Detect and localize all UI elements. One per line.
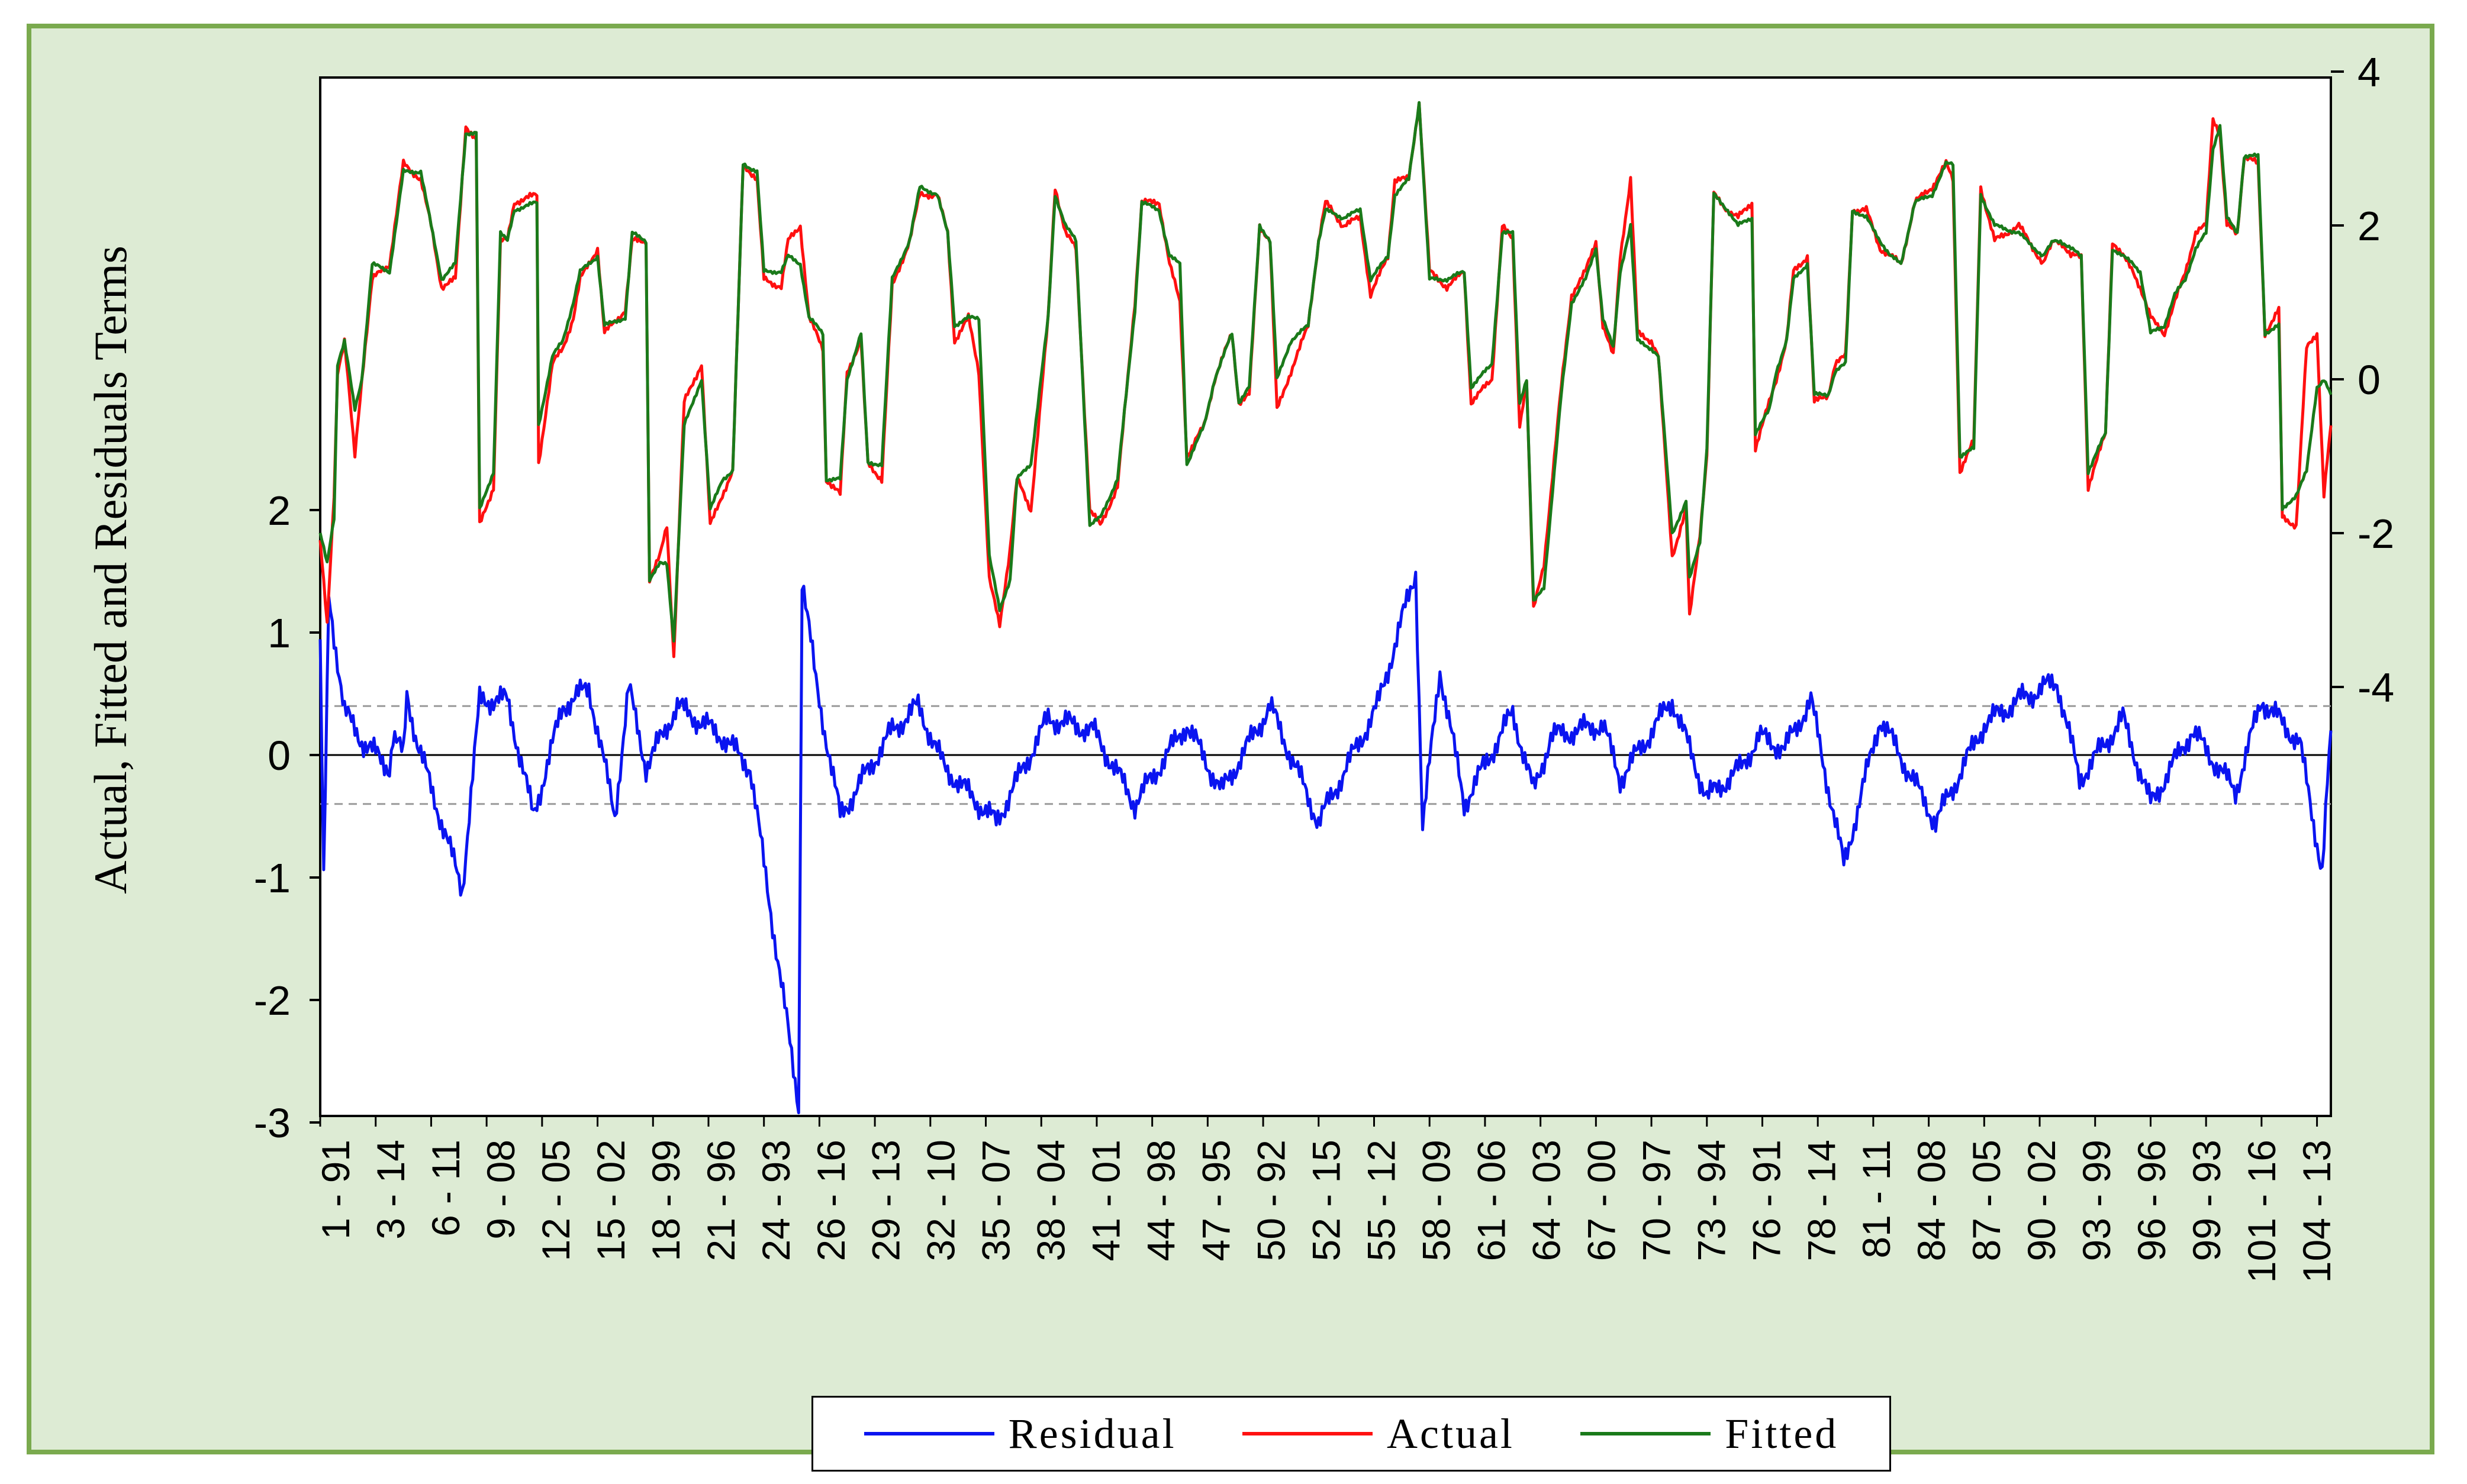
x-tick-label: 15 - 02 [589,1140,633,1261]
left-tick-label: -3 [254,1100,291,1146]
x-tick-label: 61 - 06 [1469,1140,1513,1261]
legend-swatch-actual [1242,1432,1373,1435]
x-tick-label: 67 - 00 [1579,1140,1623,1261]
legend-swatch-fitted [1580,1432,1711,1435]
x-tick-label: 44 - 98 [1139,1140,1183,1261]
x-tick-label: 38 - 04 [1029,1140,1073,1261]
x-tick-label: 58 - 09 [1414,1140,1458,1261]
x-tick-label: 29 - 13 [864,1140,908,1261]
legend-label-residual: Residual [1008,1409,1177,1457]
legend-item-residual: Residual [864,1409,1177,1459]
x-tick-label: 12 - 05 [534,1140,578,1261]
x-tick-label: 9 - 08 [479,1140,523,1240]
x-tick-label: 35 - 07 [974,1140,1018,1261]
left-tick-label: 0 [268,733,291,779]
x-tick-label: 18 - 99 [644,1140,688,1261]
x-tick-label: 81 - 11 [1854,1140,1898,1259]
x-tick-label: 73 - 94 [1689,1140,1733,1261]
x-tick-label: 52 - 15 [1305,1140,1348,1261]
x-tick-label: 3 - 14 [369,1140,413,1240]
x-tick-label: 96 - 96 [2130,1140,2173,1261]
x-tick-label: 50 - 92 [1249,1140,1293,1261]
x-tick-label: 32 - 10 [919,1140,963,1261]
x-tick-label: 76 - 91 [1744,1140,1788,1261]
legend-item-actual: Actual [1242,1409,1515,1459]
legend-swatch-residual [864,1432,994,1435]
legend-label-fitted: Fitted [1725,1409,1839,1457]
x-tick-label: 99 - 93 [2185,1140,2228,1261]
right-tick-label: -4 [2358,664,2394,711]
x-tick-label: 1 - 91 [314,1140,358,1240]
left-tick-label: -1 [254,855,291,901]
legend: Residual Actual Fitted [811,1396,1891,1472]
x-tick-label: 26 - 16 [809,1140,853,1261]
chart-svg: -3 -2 -1 0 1 2 -4 -2 0 2 4 1 - 91 3 - 14 6 - 11 9 - 08… [85,49,2394,1283]
x-tick-label: 101 - 16 [2240,1140,2284,1283]
right-tick-label: 2 [2358,203,2381,249]
right-tick-label: -2 [2358,511,2394,557]
x-tick-label: 6 - 11 [424,1140,468,1237]
right-tick-label: 0 [2358,357,2381,403]
x-tick-label: 24 - 93 [754,1140,798,1261]
y-axis-title: Actual, Fitted and Residuals Terms [85,246,136,894]
x-tick-label: 47 - 95 [1194,1140,1238,1261]
x-tick-label: 104 - 13 [2295,1140,2339,1283]
x-tick-label: 41 - 01 [1084,1140,1128,1261]
left-tick-label: 2 [268,488,291,534]
series-line-fitted [318,101,2333,643]
x-tick-label: 93 - 99 [2075,1140,2118,1261]
x-tick-label: 70 - 97 [1634,1140,1678,1261]
x-tick-label: 21 - 96 [699,1140,743,1261]
left-tick-label: 1 [268,610,291,656]
x-tick-label: 55 - 12 [1359,1140,1403,1261]
x-tick-label: 84 - 08 [1909,1140,1953,1261]
left-tick-label: -2 [254,977,291,1024]
x-tick-label: 87 - 05 [1964,1140,2008,1261]
plot-area [319,76,2332,1117]
x-tick-label: 90 - 02 [2020,1140,2063,1261]
legend-label-actual: Actual [1387,1409,1515,1457]
series-line-residual [318,570,2333,1115]
right-tick-label: 4 [2358,49,2381,95]
chart-frame: -3 -2 -1 0 1 2 -4 -2 0 2 4 1 - 91 3 - 14 6 - 11 9 - 08… [27,24,2434,1472]
series-line-actual [318,101,2333,659]
x-tick-label: 78 - 14 [1799,1140,1843,1261]
legend-item-fitted: Fitted [1580,1409,1838,1459]
x-tick-label: 64 - 03 [1524,1140,1568,1261]
